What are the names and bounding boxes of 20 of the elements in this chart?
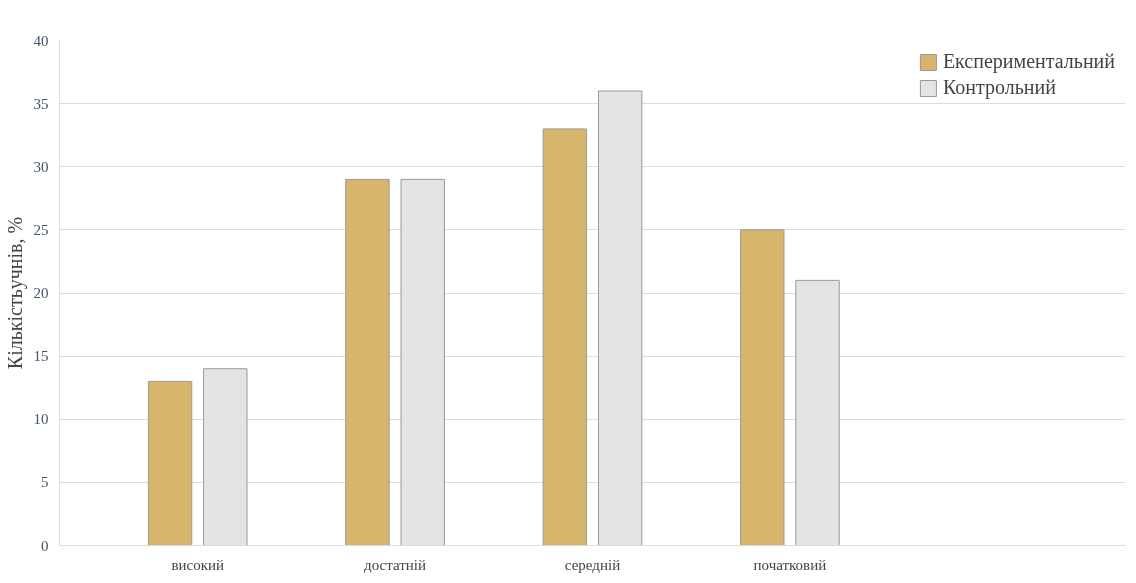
legend-label: Контрольний [942, 76, 1056, 99]
x-tick-label: достатній [364, 556, 427, 573]
legend-label: Експериментальний [942, 50, 1115, 73]
bar [740, 229, 785, 546]
x-tick-label: середній [564, 556, 621, 573]
y-tick-label: 10 [33, 411, 49, 428]
bar [345, 178, 390, 546]
y-axis-title: Кількістьучнів, % [3, 216, 27, 370]
x-tick-label: початковий [753, 556, 827, 573]
y-tick-label: 20 [33, 285, 49, 301]
y-tick-label: 40 [33, 32, 49, 49]
y-tick-label: 5 [41, 474, 49, 491]
y-tick-label: 35 [33, 95, 49, 112]
y-tick-label: 30 [33, 158, 49, 175]
y-tick-label: 0 [41, 537, 49, 554]
y-tick-label: 15 [33, 348, 49, 365]
bar [542, 128, 588, 546]
x-tick-label: високий [171, 556, 225, 573]
bar [147, 380, 193, 546]
y-tick-label: 25 [33, 221, 49, 238]
